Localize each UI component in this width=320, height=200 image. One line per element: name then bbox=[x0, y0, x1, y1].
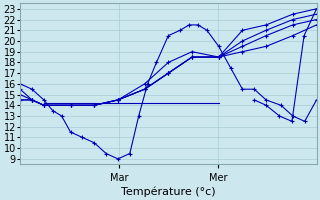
X-axis label: Température (°c): Température (°c) bbox=[121, 186, 216, 197]
